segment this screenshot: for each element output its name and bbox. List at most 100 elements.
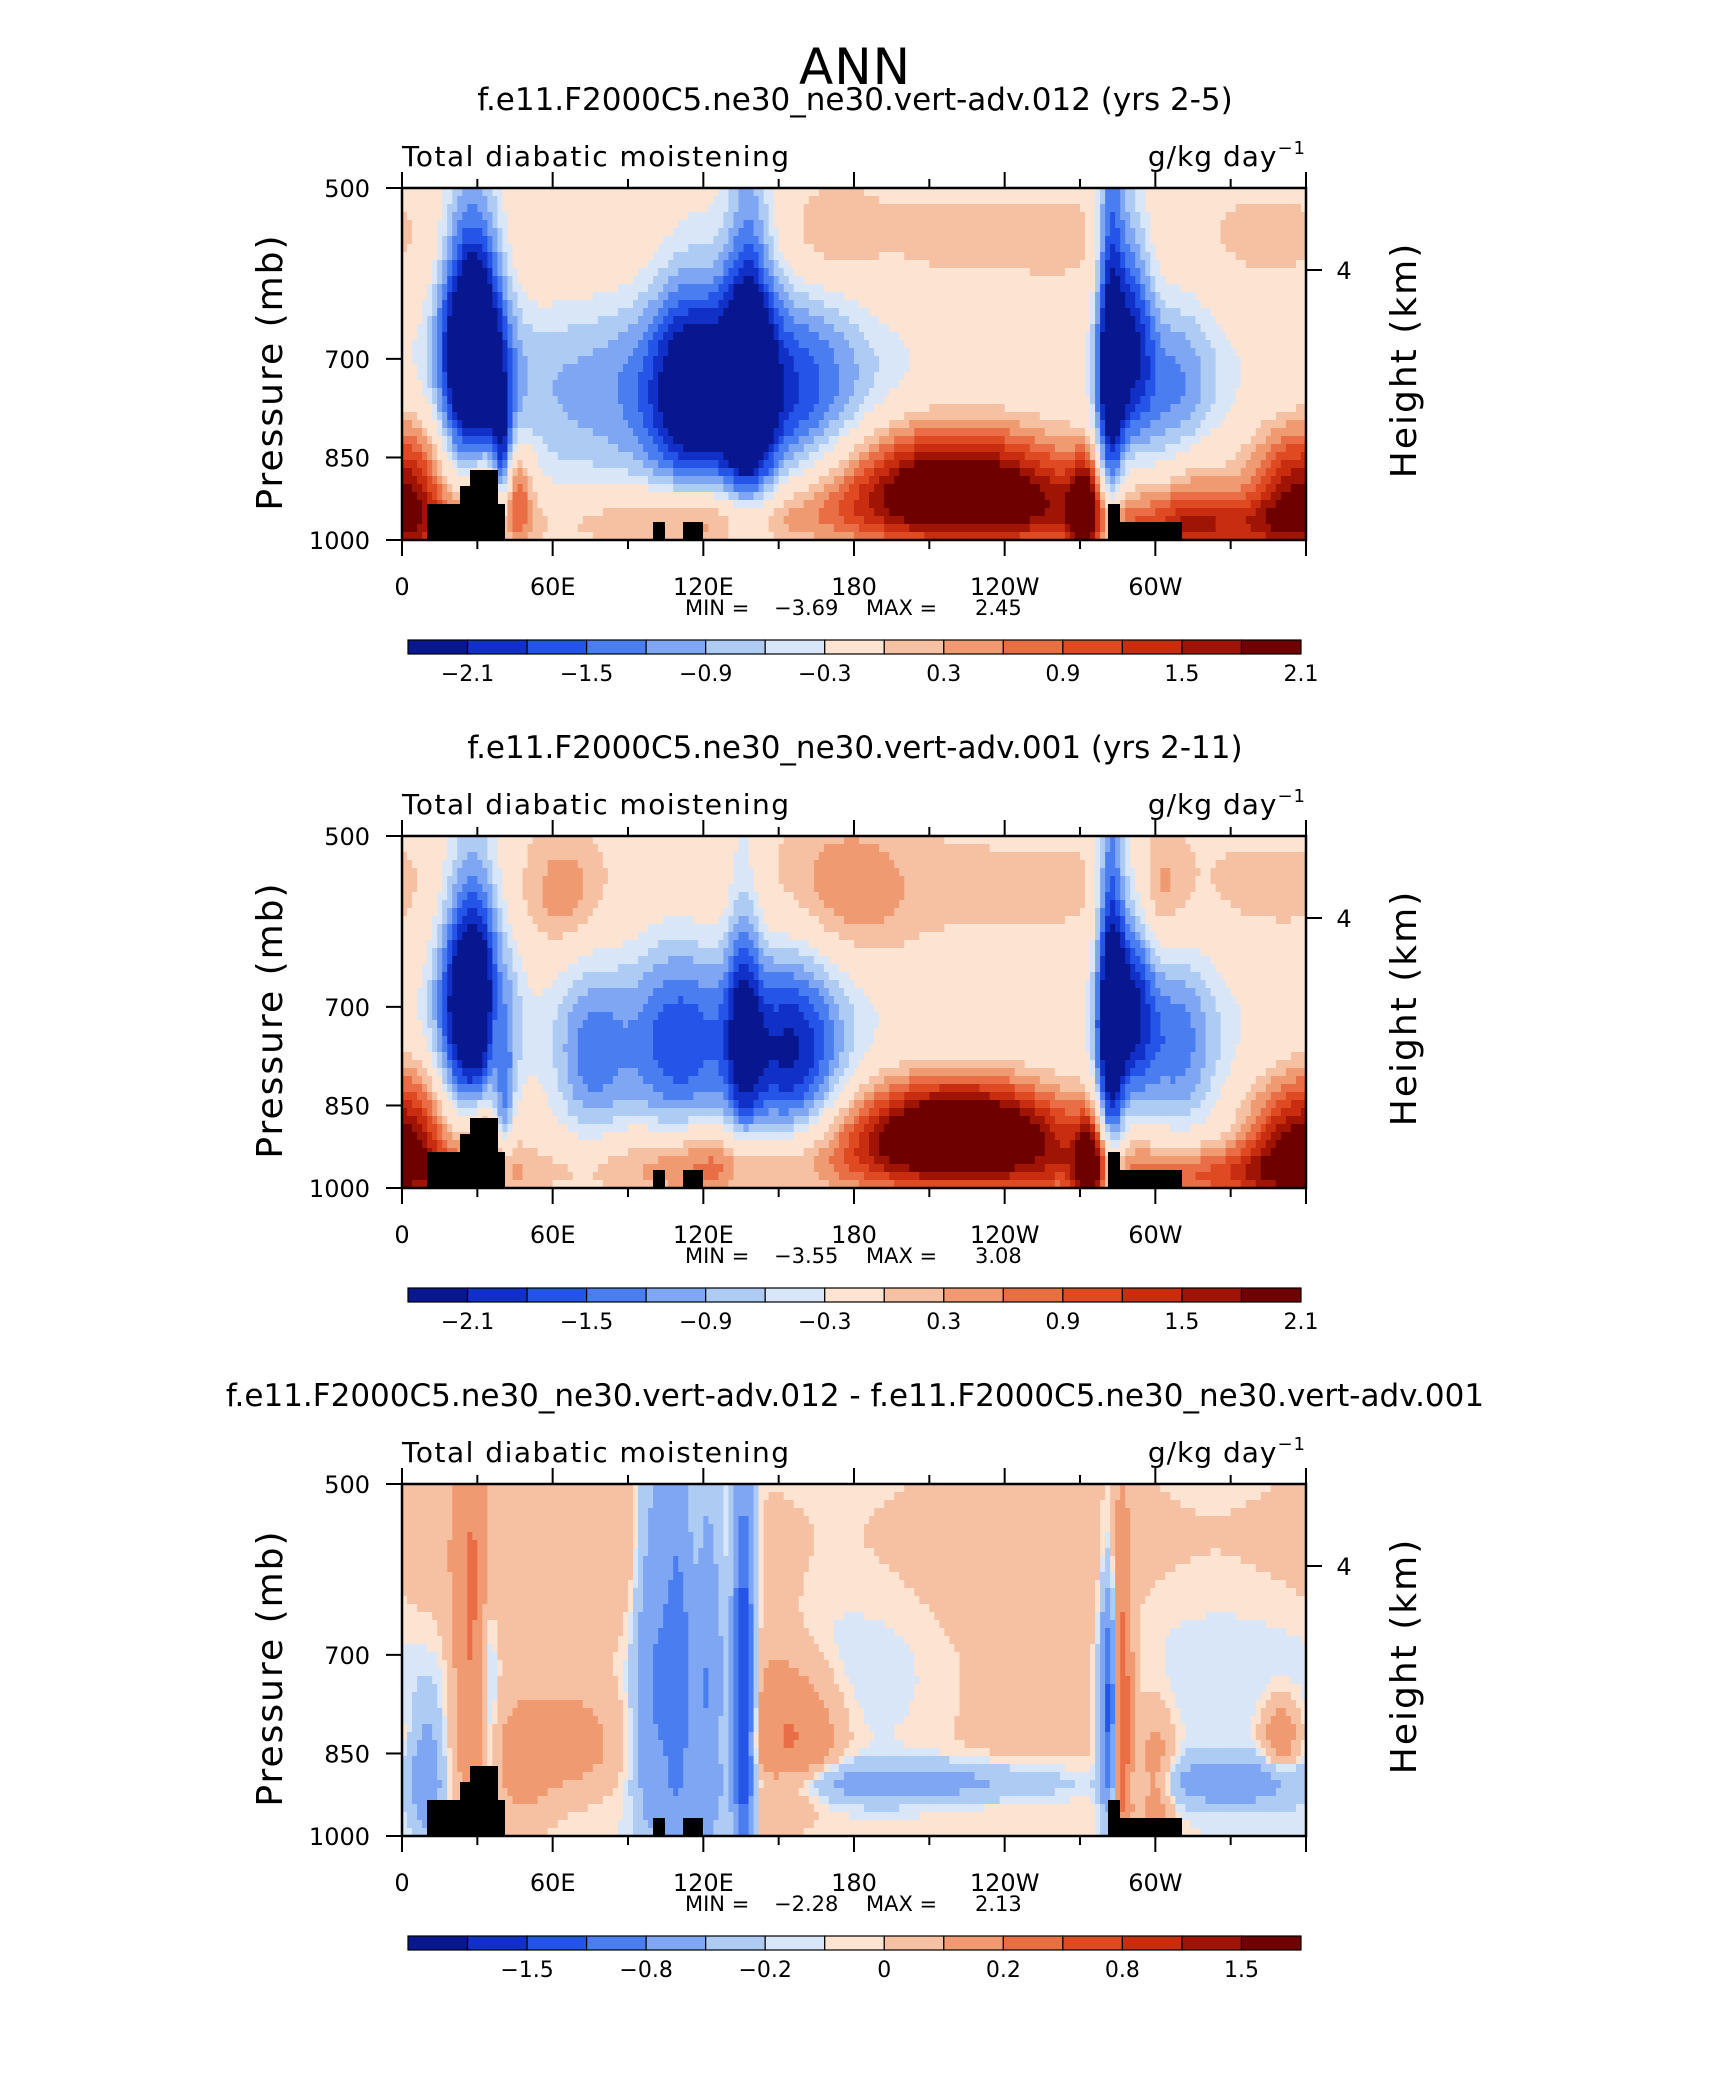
heatmap-cell <box>1236 204 1242 213</box>
heatmap-cell <box>1160 212 1166 221</box>
heatmap-cell <box>1196 196 1202 205</box>
heatmap-cell <box>643 188 649 197</box>
heatmap-cell <box>442 188 448 197</box>
heatmap-cell <box>1120 220 1126 229</box>
heatmap-cell <box>799 204 805 213</box>
heatmap-cell <box>1291 212 1297 221</box>
heatmap-cell <box>1090 196 1096 205</box>
heatmap-cell <box>789 236 795 245</box>
heatmap-cell <box>834 236 840 245</box>
heatmap-cell <box>749 188 755 197</box>
heatmap-cell <box>1190 188 1196 197</box>
heatmap-cell <box>874 212 880 221</box>
heatmap-cell <box>954 204 960 213</box>
heatmap-cell <box>422 204 428 213</box>
heatmap-cell <box>949 212 955 221</box>
heatmap-cell <box>573 228 579 237</box>
heatmap-cell <box>447 236 453 245</box>
heatmap-cell <box>668 188 674 197</box>
heatmap-cell <box>959 188 965 197</box>
heatmap-cell <box>934 212 940 221</box>
heatmap-cell <box>733 212 739 221</box>
heatmap-cell <box>980 228 986 237</box>
heatmap-cell <box>1196 212 1202 221</box>
heatmap-cell <box>944 220 950 229</box>
heatmap-cell <box>553 196 559 205</box>
heatmap-cell <box>1115 196 1121 205</box>
heatmap-cell <box>1010 196 1016 205</box>
heatmap-cell <box>673 196 679 205</box>
heatmap-cell <box>1251 220 1257 229</box>
heatmap-cell <box>1276 204 1282 213</box>
heatmap-cell <box>1236 212 1242 221</box>
heatmap-cell <box>1135 196 1141 205</box>
heatmap-cell <box>814 204 820 213</box>
heatmap-cell <box>819 220 825 229</box>
heatmap-cell <box>432 228 438 237</box>
heatmap-cell <box>824 228 830 237</box>
heatmap-cell <box>959 236 965 245</box>
heatmap-cell <box>975 188 981 197</box>
heatmap-cell <box>1196 228 1202 237</box>
heatmap-cell <box>764 212 770 221</box>
heatmap-cell <box>563 196 569 205</box>
heatmap-cell <box>914 188 920 197</box>
heatmap-cell <box>879 188 885 197</box>
heatmap-cell <box>417 188 423 197</box>
heatmap-cell <box>658 204 664 213</box>
heatmap-cell <box>1135 188 1141 197</box>
heatmap-cell <box>904 236 910 245</box>
heatmap-cell <box>934 204 940 213</box>
heatmap-cell <box>899 220 905 229</box>
heatmap-cell <box>844 204 850 213</box>
heatmap-cell <box>764 220 770 229</box>
heatmap-cell <box>799 196 805 205</box>
heatmap-cell <box>1201 228 1207 237</box>
heatmap-cell <box>1291 196 1297 205</box>
heatmap-cell <box>814 196 820 205</box>
heatmap-cell <box>914 212 920 221</box>
heatmap-cell <box>1015 204 1021 213</box>
heatmap-cell <box>608 228 614 237</box>
heatmap-cell <box>1206 228 1212 237</box>
heatmap-cell <box>1201 220 1207 229</box>
heatmap-cell <box>1271 228 1277 237</box>
heatmap-cell <box>854 228 860 237</box>
heatmap-cell <box>502 204 508 213</box>
heatmap-cell <box>558 204 564 213</box>
heatmap-cell <box>849 228 855 237</box>
heatmap-cell <box>985 196 991 205</box>
heatmap-cell <box>789 220 795 229</box>
heatmap-cell <box>407 236 413 245</box>
heatmap-cell <box>718 228 724 237</box>
heatmap-cell <box>518 212 524 221</box>
heatmap-cell <box>688 212 694 221</box>
heatmap-cell <box>985 188 991 197</box>
heatmap-cell <box>1145 188 1151 197</box>
heatmap-cell <box>794 196 800 205</box>
heatmap-cell <box>638 204 644 213</box>
heatmap-cell <box>1185 220 1191 229</box>
heatmap-cell <box>779 188 785 197</box>
heatmap-cell <box>668 236 674 245</box>
heatmap-cell <box>909 228 915 237</box>
heatmap-cell <box>512 228 518 237</box>
heatmap-cell <box>472 228 478 237</box>
heatmap-cell <box>869 212 875 221</box>
heatmap-cell <box>578 188 584 197</box>
heatmap-cell <box>507 228 513 237</box>
heatmap-cell <box>548 196 554 205</box>
heatmap-cell <box>1015 220 1021 229</box>
heatmap-cell <box>447 188 453 197</box>
heatmap-cell <box>548 228 554 237</box>
heatmap-cell <box>1190 212 1196 221</box>
heatmap-cell <box>929 236 935 245</box>
heatmap-cell <box>1120 188 1126 197</box>
heatmap-cell <box>528 236 534 245</box>
heatmap-cell <box>1010 204 1016 213</box>
heatmap-cell <box>412 220 418 229</box>
heatmap-cell <box>518 204 524 213</box>
heatmap-cell <box>794 236 800 245</box>
heatmap-cell <box>1005 188 1011 197</box>
heatmap-cell <box>533 228 539 237</box>
